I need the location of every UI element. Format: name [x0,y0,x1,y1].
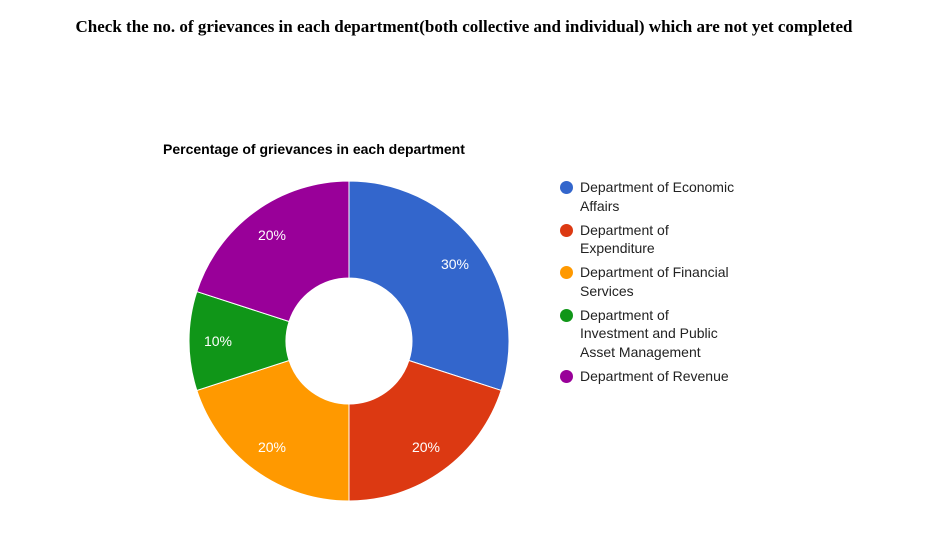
legend-label: Department of Economic Affairs [580,179,735,214]
legend-entry: Department of Investment and Public Asse… [560,306,740,362]
legend-label: Department of Revenue [580,367,729,384]
donut-slice [196,359,350,502]
legend-entry: Department of Expenditure [560,221,740,258]
legend-label: Department of Investment and Public Asse… [580,306,718,360]
page-heading: Check the no. of grievances in each depa… [75,17,853,36]
donut-slice [348,359,502,502]
legend-entry: Department of Revenue [560,367,740,386]
legend-label: Department of Expenditure [580,221,669,257]
slice-label: 20% [412,439,440,455]
legend-entry: Department of Financial Services [560,263,740,300]
donut-slice [196,180,350,323]
legend-marker [560,266,573,279]
slice-label: 20% [258,439,286,455]
slice-label: 20% [258,227,286,243]
legend-marker [560,369,573,383]
legend-entry: Department of Economic Affairs [560,178,740,215]
legend-marker [560,181,573,194]
donut-slice [348,180,510,392]
legend-label: Department of Financial Services [580,264,729,299]
slice-label: 10% [204,333,232,349]
chart-title: Percentage of grievances in each departm… [163,141,465,157]
slice-label: 30% [441,256,469,272]
legend: Department of Economic Affairs Department… [560,178,740,391]
legend-marker [560,223,573,237]
legend-marker [560,308,573,322]
